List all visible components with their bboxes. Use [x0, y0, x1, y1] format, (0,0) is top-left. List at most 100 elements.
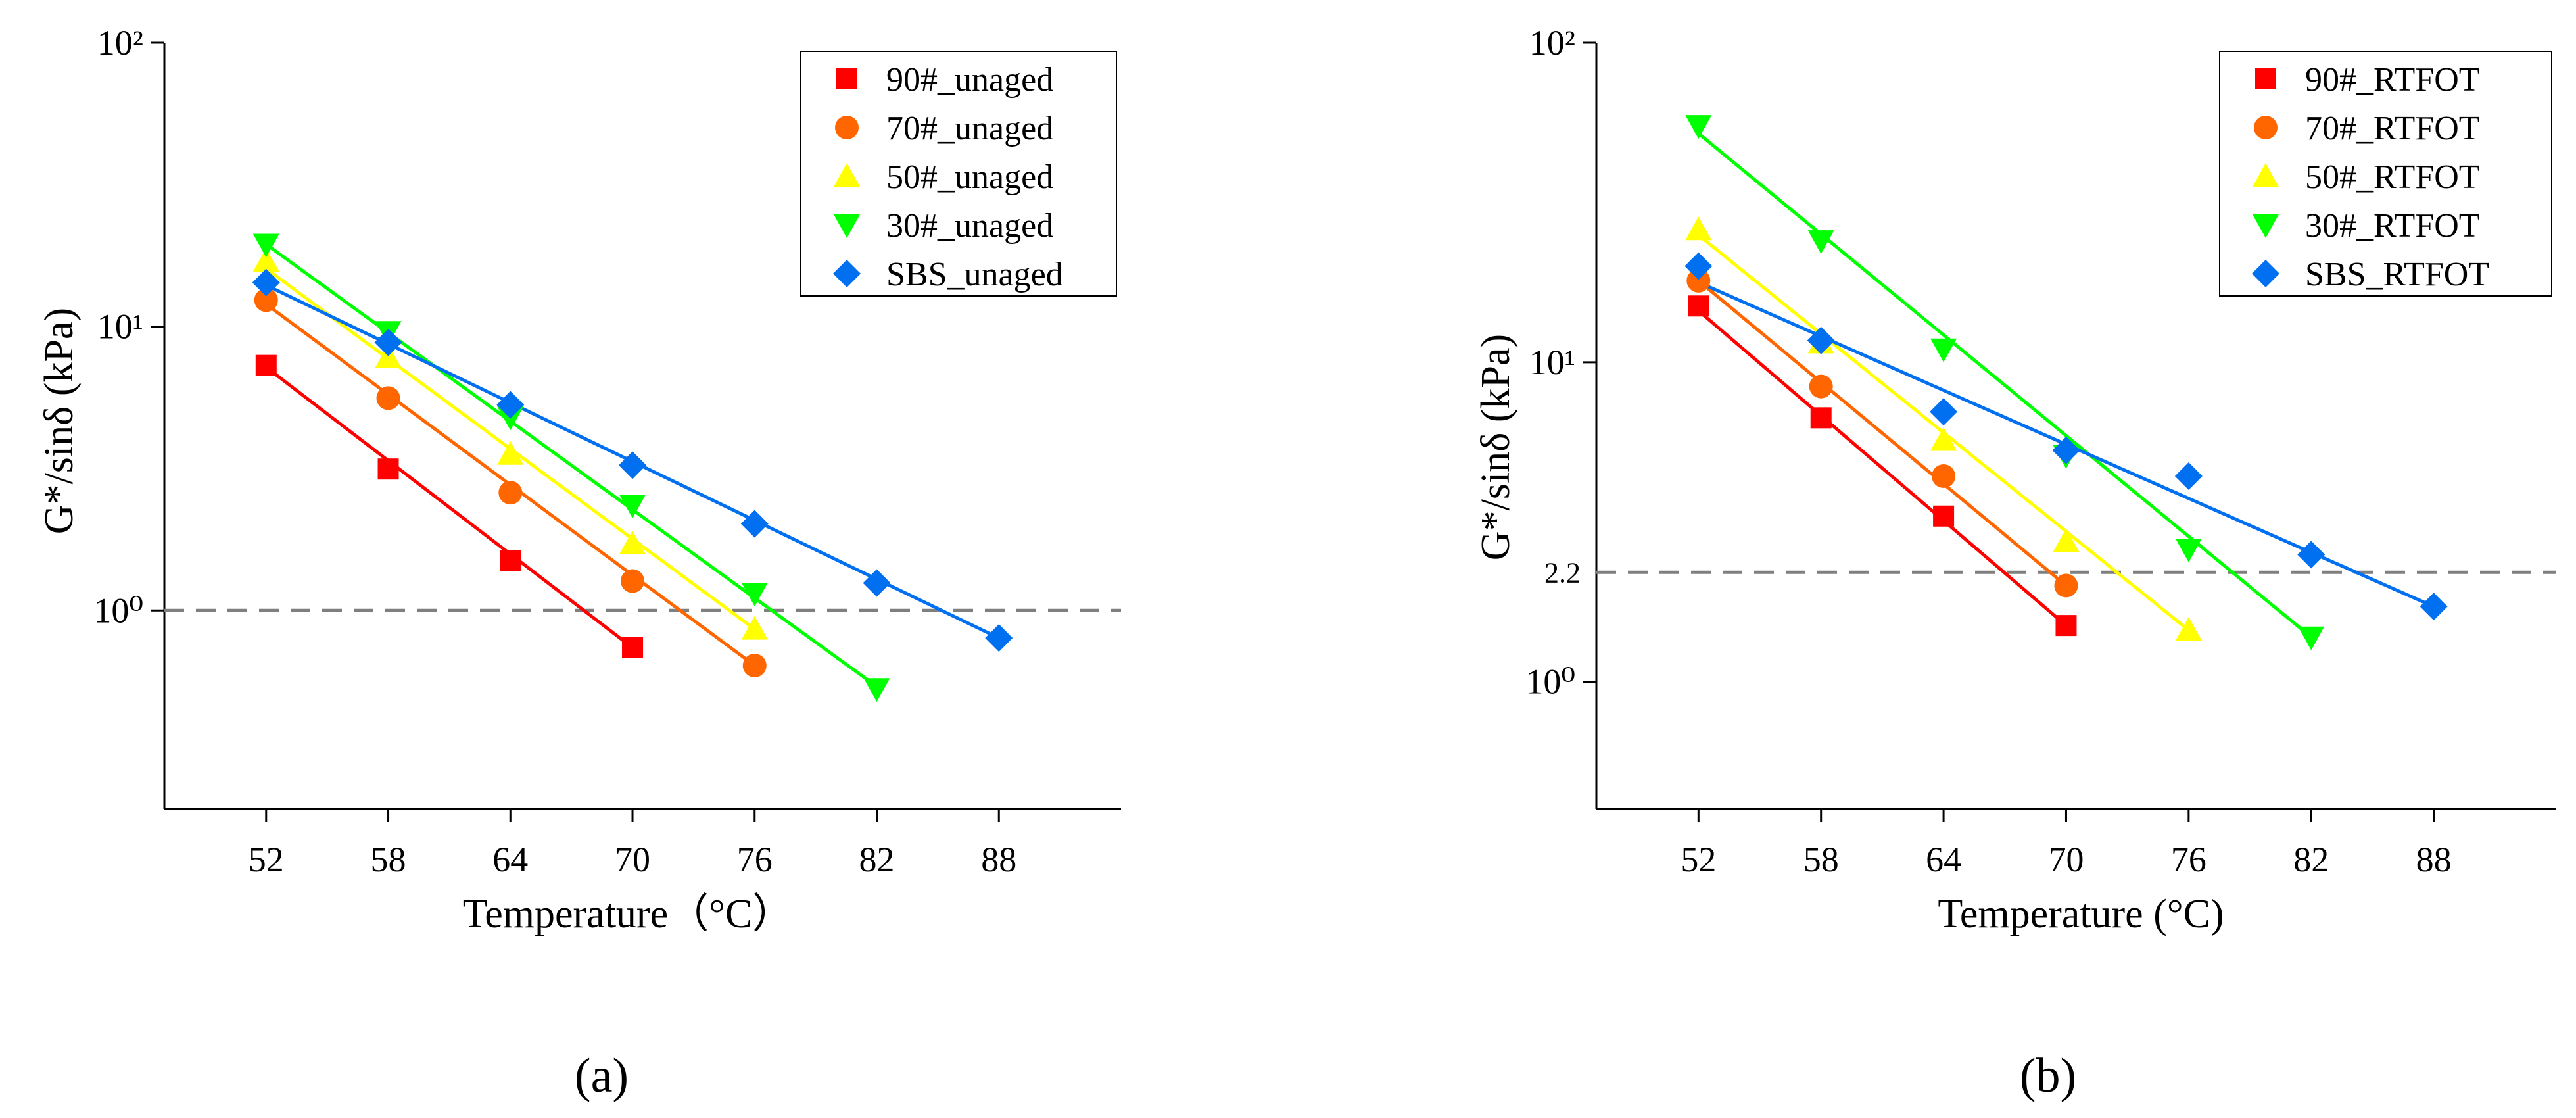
data-point — [377, 458, 399, 480]
data-point — [252, 248, 279, 272]
data-point — [740, 510, 769, 538]
fit-line-90-rtfot — [1697, 309, 2068, 627]
legend-marker — [836, 68, 857, 89]
x-tick-label: 64 — [492, 840, 528, 879]
x-tick-label: 82 — [2293, 840, 2329, 879]
x-tick-label: 52 — [249, 840, 284, 879]
legend-label: 90#_unaged — [886, 61, 1053, 99]
legend-marker — [2253, 163, 2279, 187]
legend-label: SBS_RTFOT — [2305, 256, 2489, 293]
x-axis-label: Temperature（°C） — [463, 892, 794, 936]
data-point — [1807, 326, 1835, 354]
data-point — [619, 530, 646, 554]
data-point — [1684, 252, 1713, 280]
legend-box — [2219, 51, 2552, 297]
x-tick-label: 76 — [737, 840, 773, 879]
data-point — [500, 550, 521, 571]
data-point — [1688, 295, 1709, 317]
y-tick-label: 10² — [1529, 23, 1575, 62]
data-point — [2174, 462, 2203, 491]
data-point — [2055, 615, 2077, 637]
legend-label: 70#_unaged — [886, 110, 1053, 147]
data-point — [497, 441, 524, 465]
data-point — [2052, 436, 2080, 464]
legend-marker — [833, 260, 861, 287]
data-point — [496, 391, 525, 419]
data-point — [1930, 338, 1957, 362]
data-point — [498, 481, 523, 505]
data-point — [985, 624, 1013, 652]
x-tick-label: 76 — [2171, 840, 2206, 879]
data-point — [1685, 216, 1712, 241]
data-point — [254, 288, 278, 312]
data-point — [1686, 268, 1711, 293]
x-tick-label: 58 — [1803, 840, 1839, 879]
data-point — [1932, 464, 1956, 489]
data-point — [621, 569, 645, 593]
chart-panel-b: 52 58 64 70 76 82 88 10⁰ 10¹ 10² 2.2 90#_RTFOT 70#_R… — [1473, 23, 2556, 1103]
legend-marker — [834, 163, 860, 187]
data-point — [741, 583, 768, 607]
data-point — [2175, 617, 2202, 641]
data-point — [252, 233, 279, 258]
y-tick-label: 10¹ — [97, 307, 143, 347]
x-tick-label: 88 — [981, 840, 1016, 879]
legend-marker — [834, 214, 860, 238]
data-point — [2297, 541, 2326, 569]
legend-marker — [2253, 214, 2279, 238]
y-axis-label: G*/sinδ (kPa) — [37, 308, 82, 534]
x-axis-label: Temperature (°C) — [1938, 892, 2224, 936]
legend-marker — [835, 116, 859, 139]
fit-line-70-rtfot — [1697, 279, 2068, 587]
x-tick-label: 88 — [2416, 840, 2452, 879]
data-point — [742, 653, 767, 677]
x-tick-label: 82 — [859, 840, 895, 879]
y-axis-label: G*/sinδ (kPa) — [1473, 334, 1518, 560]
data-point — [863, 678, 890, 702]
legend-label: 70#_RTFOT — [2305, 110, 2480, 147]
legend-box — [800, 51, 1117, 297]
legend-label: 30#_unaged — [886, 207, 1053, 245]
data-point — [741, 616, 768, 640]
data-point — [1933, 505, 1955, 527]
data-point — [1685, 115, 1712, 139]
data-point — [2053, 528, 2080, 552]
data-point — [622, 637, 644, 658]
legend-label: 50#_RTFOT — [2305, 158, 2480, 196]
x-tick-label: 58 — [371, 840, 406, 879]
fit-line-30-unaged — [265, 243, 878, 688]
legend-marker — [2252, 260, 2279, 287]
data-point — [2054, 573, 2078, 598]
x-tick-label: 70 — [2048, 840, 2084, 879]
legend-label: SBS_unaged — [886, 256, 1063, 293]
fit-line-30-rtfot — [1697, 132, 2312, 639]
reference-line-label: 2.2 — [1544, 556, 1581, 589]
data-point — [374, 328, 402, 356]
data-point — [1809, 374, 1833, 399]
x-tick-label: 52 — [1681, 840, 1716, 879]
data-point — [2298, 626, 2325, 650]
panel-label: (b) — [2020, 1049, 2076, 1103]
data-point — [1807, 230, 1834, 255]
data-point — [376, 386, 400, 410]
y-tick-label: 10⁰ — [1525, 662, 1575, 702]
chart-panel-a: 52 58 64 70 76 82 88 10⁰ 10¹ 10² 90#_unaged 70#_una… — [37, 23, 1121, 1103]
data-point — [255, 354, 277, 376]
x-tick-label: 70 — [615, 840, 650, 879]
data-point — [2175, 539, 2202, 563]
legend-label: 30#_RTFOT — [2305, 207, 2480, 245]
panel-label: (a) — [575, 1049, 629, 1103]
y-tick-label: 10⁰ — [93, 591, 143, 630]
legend-label: 50#_unaged — [886, 158, 1053, 196]
data-point — [619, 495, 646, 519]
y-tick-label: 10² — [97, 23, 143, 62]
data-point — [619, 451, 647, 479]
legend-label: 90#_RTFOT — [2305, 61, 2480, 99]
x-tick-label: 64 — [1926, 840, 1961, 879]
data-point — [2420, 593, 2448, 621]
data-point — [1930, 427, 1957, 451]
legend-marker — [2254, 116, 2278, 139]
legend-marker — [2255, 68, 2276, 89]
data-point — [1810, 407, 1832, 429]
